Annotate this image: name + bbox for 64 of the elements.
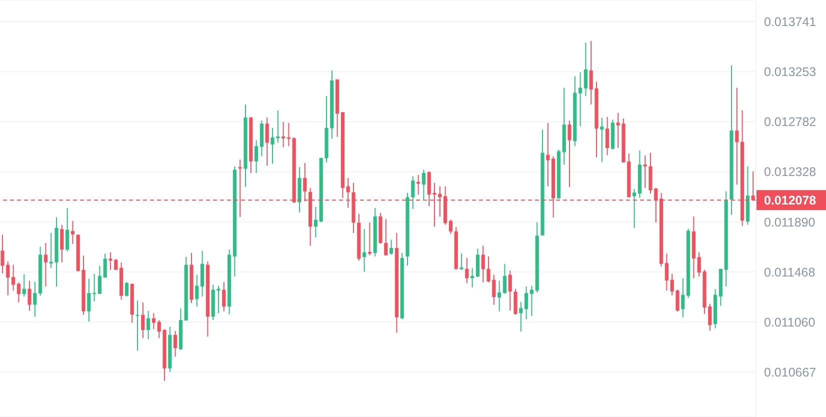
candlestick	[98, 265, 102, 295]
candlestick	[66, 207, 70, 252]
candlestick	[465, 257, 469, 284]
candlestick	[286, 122, 290, 147]
candlestick	[632, 188, 636, 229]
candlestick	[664, 253, 668, 291]
candlestick	[411, 176, 415, 210]
candlestick	[568, 120, 572, 188]
candlestick	[152, 312, 156, 330]
candlestick	[146, 310, 150, 340]
y-tick-label: 0.013253	[764, 65, 816, 80]
candlestick	[578, 72, 582, 127]
candlestick	[60, 224, 64, 263]
candlestick	[260, 120, 264, 157]
candlestick	[28, 280, 32, 312]
candlestick	[735, 87, 739, 186]
candlestick	[519, 302, 523, 332]
candlestick	[103, 253, 107, 278]
y-tick-label: 0.011890	[764, 215, 816, 230]
candlestick	[222, 282, 226, 312]
candlestick	[124, 281, 128, 297]
candlestick	[200, 250, 204, 297]
candlestick	[546, 122, 550, 187]
candlestick	[44, 242, 48, 287]
candlestick	[681, 278, 685, 318]
candlestick	[136, 300, 140, 352]
candlestick	[254, 140, 258, 174]
candlestick	[460, 253, 464, 270]
y-tick-label: 0.013741	[764, 14, 816, 29]
candlestick	[33, 281, 37, 318]
candlestick	[448, 219, 452, 235]
candlestick	[174, 330, 178, 358]
candlestick	[362, 228, 366, 272]
candlestick	[422, 169, 426, 201]
candlestick	[514, 288, 518, 316]
candlestick	[524, 286, 528, 320]
y-tick-label: 0.010667	[764, 366, 816, 380]
candlestick	[70, 220, 74, 244]
candlestick	[508, 270, 512, 312]
candlestick	[22, 274, 26, 297]
y-tick-label: 0.011468	[764, 265, 816, 280]
candlestick	[584, 42, 588, 97]
y-tick-label: 0.011060	[764, 315, 816, 330]
candlestick	[476, 248, 480, 278]
candlestick	[606, 116, 610, 156]
candlestick	[16, 282, 20, 304]
candlestick	[141, 302, 145, 339]
ref-line-label: 0.012078	[764, 194, 816, 208]
candlestick	[643, 155, 647, 188]
candlestick	[390, 239, 394, 256]
candlestick	[502, 263, 506, 294]
candlestick	[195, 274, 199, 307]
candlestick	[92, 273, 96, 302]
candlestick	[530, 285, 534, 316]
candlestick	[12, 264, 16, 291]
candlestick	[384, 218, 388, 256]
candlestick	[498, 280, 502, 312]
candlestick	[265, 117, 269, 166]
candlestick	[314, 206, 318, 238]
candlestick	[600, 117, 604, 162]
y-tick-label: 0.012782	[764, 115, 816, 130]
candlestick	[87, 278, 91, 322]
candlestick	[481, 245, 485, 283]
y-tick-label: 0.012328	[764, 165, 816, 180]
